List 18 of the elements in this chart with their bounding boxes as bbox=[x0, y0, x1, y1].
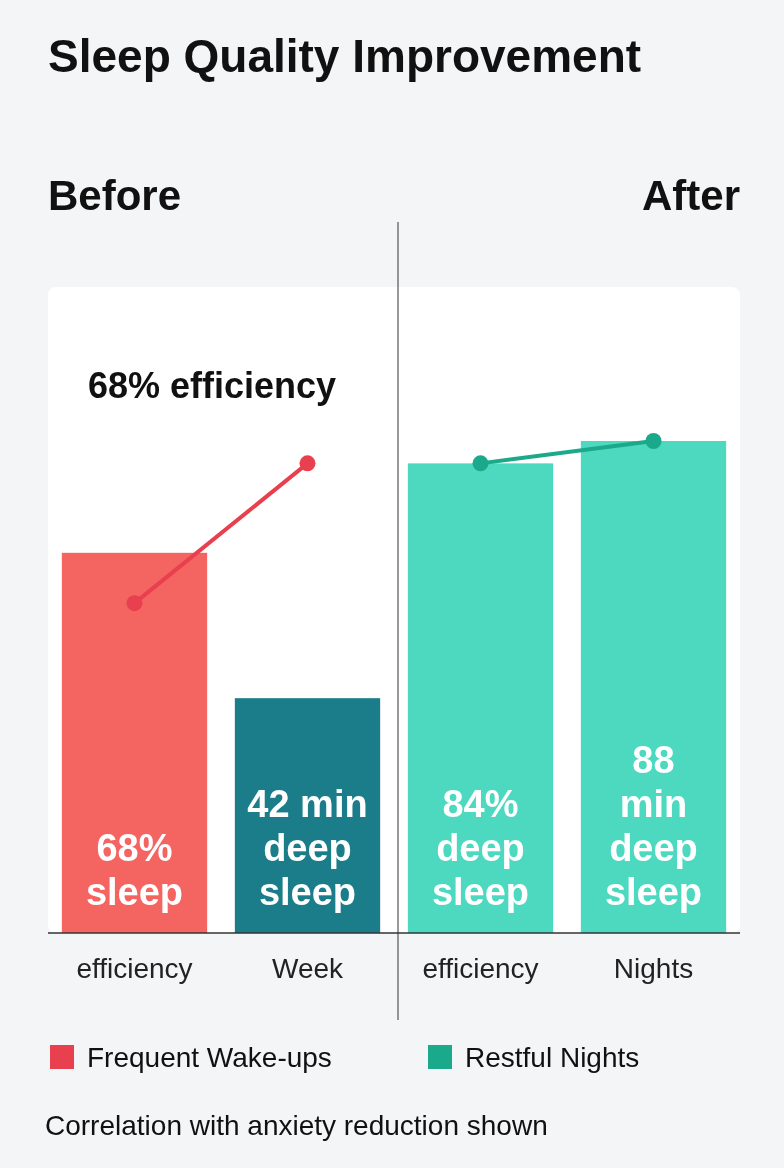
x-tick-label: Nights bbox=[613, 953, 694, 984]
x-tick-label: efficiency bbox=[422, 953, 539, 984]
bar bbox=[580, 441, 727, 933]
bar bbox=[407, 463, 554, 933]
data-label: 88 min deep sleep bbox=[604, 739, 703, 913]
bar bbox=[61, 552, 208, 933]
x-tick-label: Week bbox=[271, 953, 345, 984]
legend-label: Frequent Wake-ups bbox=[87, 1042, 332, 1073]
x-tick-label: efficiency bbox=[76, 953, 193, 984]
data-label: 42 min deep sleep bbox=[247, 783, 368, 913]
text: Before bbox=[48, 172, 182, 219]
text: 68% efficiency bbox=[88, 365, 337, 406]
text: Correlation with anxiety reduction shown bbox=[45, 1110, 548, 1141]
data-label: 84% deep sleep bbox=[431, 783, 530, 913]
chart-title: Sleep Quality Improvement bbox=[48, 30, 642, 82]
text: After bbox=[641, 172, 740, 219]
data-label: 68% sleep bbox=[85, 827, 184, 913]
legend-label: Restful Nights bbox=[465, 1042, 640, 1073]
